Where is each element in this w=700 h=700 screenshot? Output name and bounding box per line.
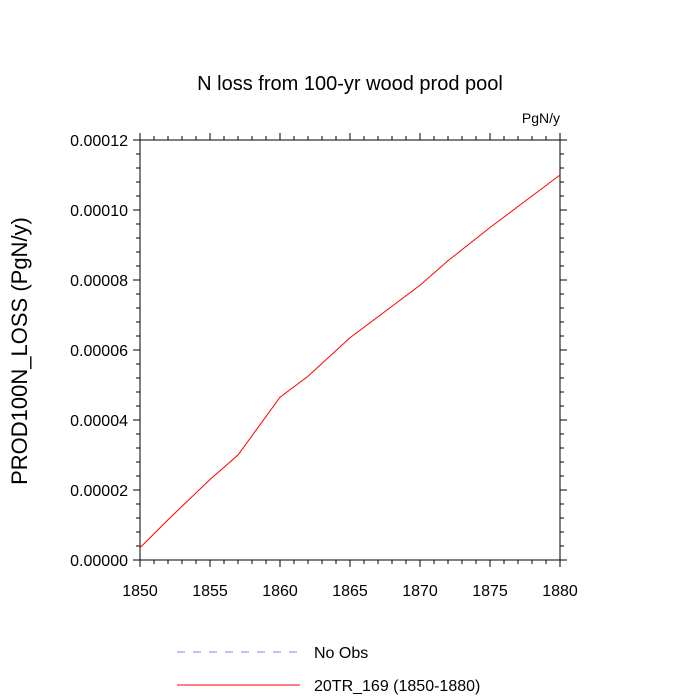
axis-ticks (133, 133, 567, 567)
x-tick-label: 1875 (472, 583, 508, 600)
x-tick-label: 1880 (542, 583, 578, 600)
plot-frame (139, 139, 561, 561)
x-tick-label: 1860 (262, 583, 298, 600)
legend: No Obs 20TR_169 (1850-1880) (177, 645, 480, 695)
x-tick-label: 1865 (332, 583, 368, 600)
x-tick-label: 1870 (402, 583, 438, 600)
y-axis-label: PROD100N_LOSS (PgN/y) (7, 217, 32, 485)
y-tick-label: 0.00008 (70, 273, 128, 290)
x-tick-label: 1855 (192, 583, 228, 600)
series-line (139, 174, 561, 549)
legend-label: 20TR_169 (1850-1880) (314, 678, 480, 695)
y-tick-label: 0.00004 (70, 413, 128, 430)
x-tick-labels: 1850 1855 1860 1865 1870 1875 1880 (122, 583, 578, 600)
legend-label: No Obs (314, 645, 368, 662)
x-tick-label: 1850 (122, 583, 158, 600)
units-label: PgN/y (522, 110, 560, 126)
y-tick-label: 0.00006 (70, 343, 128, 360)
y-tick-label: 0.00012 (70, 133, 128, 150)
chart-title: N loss from 100-yr wood prod pool (197, 73, 503, 95)
y-tick-labels: 0.00000 0.00002 0.00004 0.00006 0.00008 0.000… (70, 133, 128, 570)
series-lines (139, 174, 561, 549)
y-tick-label: 0.00000 (70, 553, 128, 570)
y-tick-label: 0.00002 (70, 483, 128, 500)
y-tick-label: 0.00010 (70, 203, 128, 220)
